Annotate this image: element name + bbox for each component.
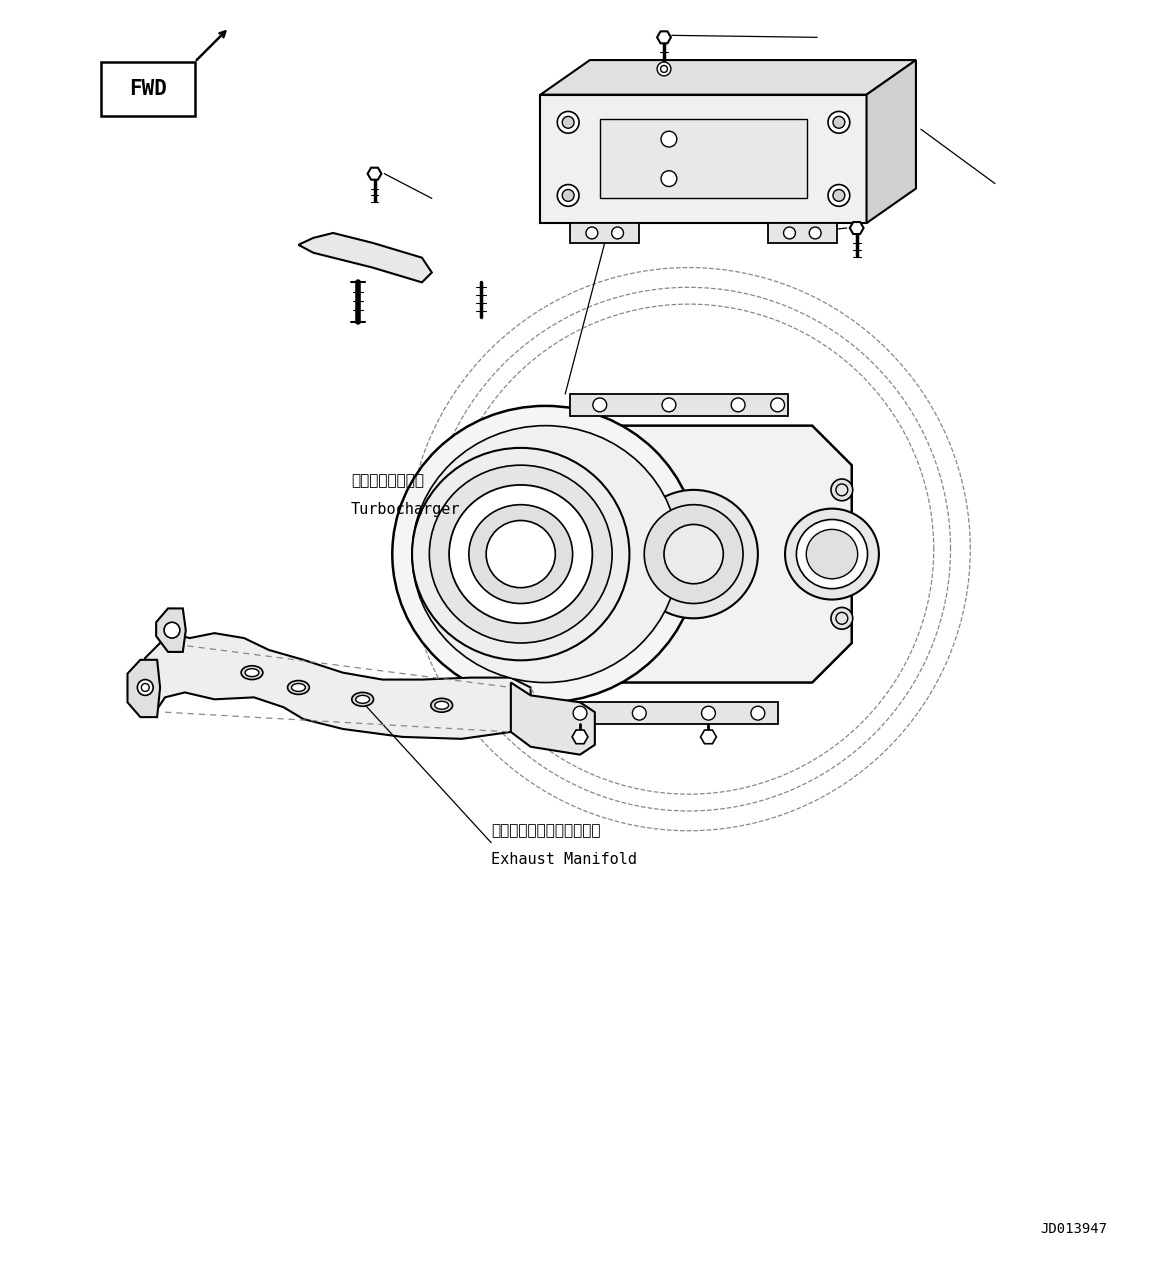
Polygon shape — [561, 425, 851, 683]
Ellipse shape — [828, 112, 850, 133]
Ellipse shape — [662, 398, 676, 412]
Ellipse shape — [751, 706, 765, 720]
Ellipse shape — [797, 519, 868, 589]
Text: Turbocharger: Turbocharger — [351, 502, 461, 516]
Ellipse shape — [612, 227, 623, 238]
Polygon shape — [299, 233, 431, 282]
Ellipse shape — [661, 171, 677, 187]
Ellipse shape — [356, 696, 370, 703]
Ellipse shape — [562, 189, 575, 201]
Ellipse shape — [287, 680, 309, 694]
Polygon shape — [570, 223, 640, 243]
Ellipse shape — [586, 227, 598, 238]
Ellipse shape — [661, 131, 677, 147]
Ellipse shape — [164, 622, 180, 638]
Ellipse shape — [832, 608, 852, 629]
Ellipse shape — [137, 680, 154, 696]
Polygon shape — [768, 223, 837, 243]
Polygon shape — [101, 62, 194, 116]
Ellipse shape — [573, 706, 587, 720]
Ellipse shape — [644, 505, 743, 604]
Ellipse shape — [657, 62, 671, 76]
Ellipse shape — [557, 112, 579, 133]
Text: JD013947: JD013947 — [1041, 1222, 1107, 1236]
Ellipse shape — [809, 227, 821, 238]
Polygon shape — [128, 659, 160, 717]
Ellipse shape — [435, 701, 449, 710]
Polygon shape — [570, 394, 787, 416]
Ellipse shape — [392, 406, 699, 702]
Ellipse shape — [701, 706, 715, 720]
Ellipse shape — [557, 184, 579, 206]
Ellipse shape — [429, 465, 612, 643]
Polygon shape — [541, 94, 866, 223]
Polygon shape — [541, 61, 916, 94]
Polygon shape — [511, 683, 594, 755]
Polygon shape — [368, 167, 381, 179]
Text: ターボチャージャ: ターボチャージャ — [351, 473, 423, 488]
Polygon shape — [600, 120, 807, 198]
Ellipse shape — [469, 505, 572, 604]
Ellipse shape — [833, 116, 844, 129]
Polygon shape — [866, 61, 916, 223]
Ellipse shape — [412, 448, 629, 661]
Ellipse shape — [828, 184, 850, 206]
Polygon shape — [550, 702, 778, 724]
Polygon shape — [850, 222, 864, 234]
Ellipse shape — [241, 666, 263, 680]
Text: FWD: FWD — [129, 79, 166, 99]
Polygon shape — [700, 730, 716, 743]
Ellipse shape — [732, 398, 745, 412]
Ellipse shape — [351, 693, 373, 706]
Ellipse shape — [806, 529, 857, 578]
Ellipse shape — [629, 489, 758, 618]
Ellipse shape — [785, 509, 879, 599]
Ellipse shape — [292, 684, 306, 692]
Ellipse shape — [664, 524, 723, 583]
Polygon shape — [156, 608, 186, 652]
Text: Exhaust Manifold: Exhaust Manifold — [491, 853, 637, 868]
Ellipse shape — [784, 227, 795, 238]
Ellipse shape — [771, 398, 785, 412]
Ellipse shape — [633, 706, 647, 720]
Ellipse shape — [562, 116, 575, 129]
Text: エキゾーストマニホールド: エキゾーストマニホールド — [491, 823, 600, 838]
Ellipse shape — [832, 479, 852, 501]
Ellipse shape — [833, 189, 844, 201]
Ellipse shape — [412, 425, 679, 683]
Ellipse shape — [245, 668, 259, 676]
Polygon shape — [141, 634, 530, 739]
Ellipse shape — [593, 398, 607, 412]
Polygon shape — [657, 31, 671, 44]
Polygon shape — [572, 730, 588, 743]
Ellipse shape — [486, 520, 555, 587]
Ellipse shape — [449, 484, 592, 623]
Ellipse shape — [430, 698, 452, 712]
